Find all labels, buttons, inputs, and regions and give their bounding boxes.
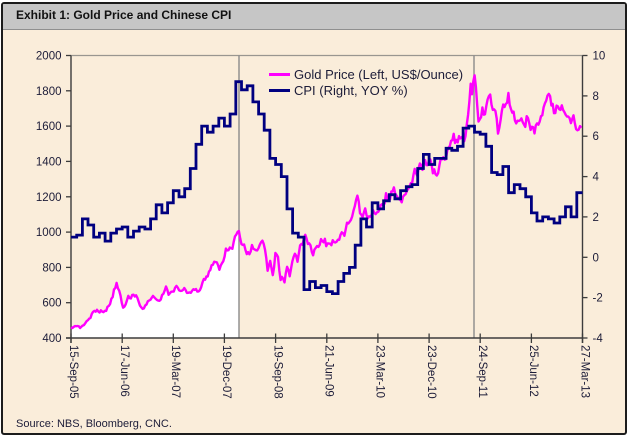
svg-text:-4: -4 [593,333,604,345]
svg-text:15-Sep-05: 15-Sep-05 [67,345,79,399]
svg-text:1400: 1400 [36,156,62,168]
svg-text:2000: 2000 [36,51,62,63]
svg-text:1000: 1000 [36,227,62,239]
svg-text:27-Mar-13: 27-Mar-13 [578,345,590,398]
svg-text:23-Dec-10: 23-Dec-10 [425,345,437,399]
svg-text:400: 400 [42,333,61,345]
svg-text:10: 10 [593,51,606,63]
svg-text:600: 600 [42,298,61,310]
svg-text:24-Sep-11: 24-Sep-11 [476,345,488,398]
svg-text:8: 8 [593,91,599,103]
svg-text:21-Jun-09: 21-Jun-09 [323,345,335,397]
svg-text:25-Jun-12: 25-Jun-12 [527,345,539,397]
svg-text:Gold Price (Left, US$/Ounce): Gold Price (Left, US$/Ounce) [294,67,463,82]
svg-text:17-Jun-06: 17-Jun-06 [118,345,130,397]
svg-text:23-Mar-10: 23-Mar-10 [374,345,386,398]
svg-text:-2: -2 [593,293,603,305]
svg-text:0: 0 [593,252,599,264]
svg-text:19-Sep-08: 19-Sep-08 [271,345,283,399]
svg-text:2: 2 [593,212,599,224]
svg-text:4: 4 [593,172,600,184]
svg-text:800: 800 [42,262,61,274]
svg-text:19-Mar-07: 19-Mar-07 [169,345,181,398]
svg-text:19-Dec-07: 19-Dec-07 [220,345,232,399]
svg-text:1600: 1600 [36,121,62,133]
svg-text:CPI (Right, YOY %): CPI (Right, YOY %) [294,83,408,98]
svg-text:6: 6 [593,131,599,143]
svg-text:1200: 1200 [36,192,62,204]
svg-text:1800: 1800 [36,86,62,98]
